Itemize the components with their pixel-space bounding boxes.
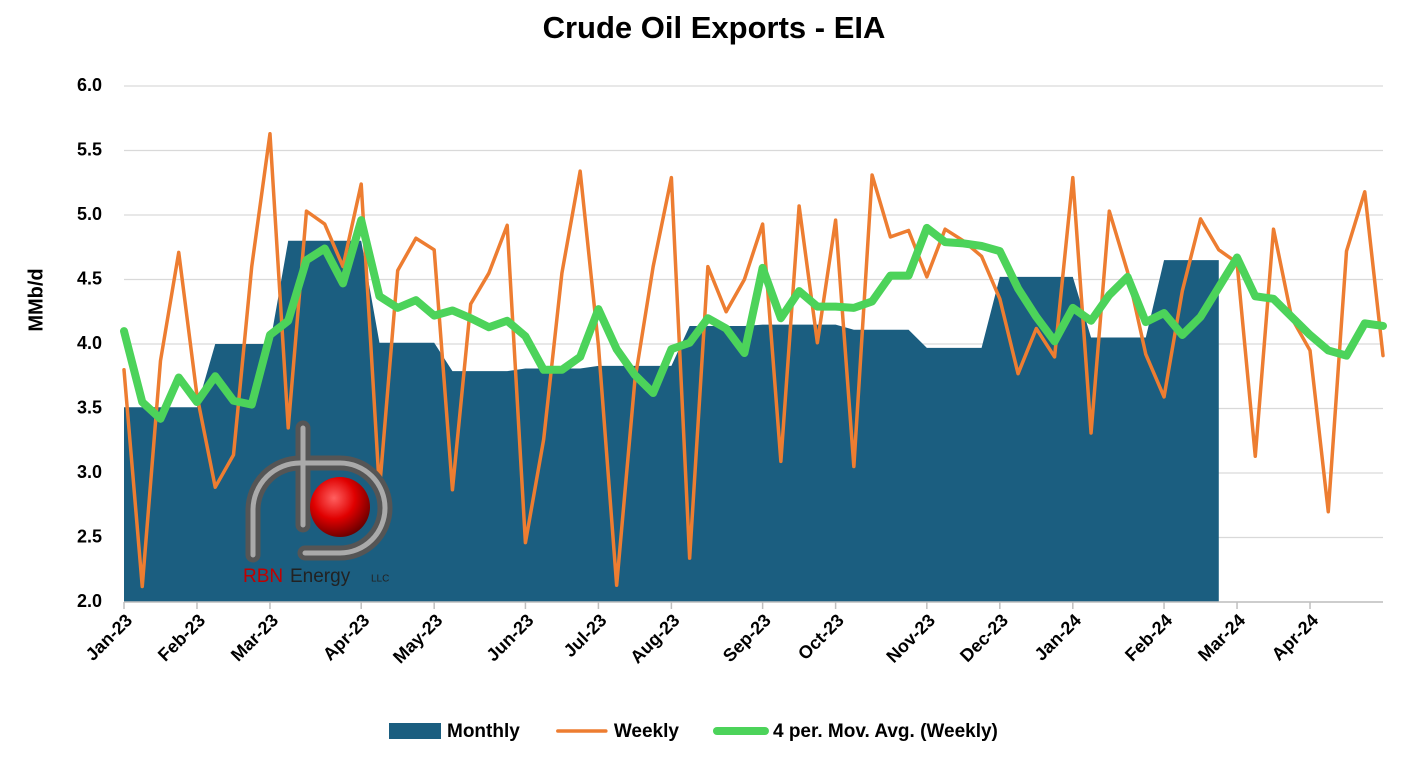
logo-ball	[310, 477, 370, 537]
y-tick-label: 2.0	[77, 591, 102, 611]
x-tick-label: Jan-23	[82, 610, 136, 664]
y-tick-label: 2.5	[77, 526, 102, 546]
logo-llc: LLC	[371, 574, 389, 585]
y-tick-label: 5.0	[77, 204, 102, 224]
y-axis-label: MMb/d	[25, 268, 47, 331]
x-tick-label: Feb-24	[1121, 610, 1176, 665]
monthly-area	[124, 240, 1219, 603]
series-line	[120, 216, 1387, 423]
y-tick-label: 3.0	[77, 462, 102, 482]
logo-energy: Energy	[290, 566, 351, 587]
logo-pipe-highlight	[250, 425, 388, 558]
y-tick-label: 3.5	[77, 397, 102, 417]
legend: Monthly Weekly 4 per. Mov. Avg. (Weekly)	[389, 721, 998, 742]
x-tick-label: Apr-23	[319, 610, 373, 664]
logo: RBN Energy LLC	[243, 420, 393, 587]
x-tick-label: Aug-23	[626, 610, 683, 667]
chart-title: Crude Oil Exports - EIA	[543, 10, 886, 45]
series-line	[122, 131, 1385, 589]
y-tick-label: 4.5	[77, 268, 102, 288]
legend-label: 4 per. Mov. Avg. (Weekly)	[773, 721, 998, 742]
legend-label: Monthly	[447, 721, 520, 742]
x-tick-label: Jan-24	[1031, 610, 1085, 664]
x-tick-label: Sep-23	[719, 610, 775, 666]
legend-swatch	[389, 723, 441, 739]
x-tick-label: Oct-23	[794, 610, 848, 664]
y-tick-label: 4.0	[77, 333, 102, 353]
x-tick-label: Mar-23	[227, 610, 282, 665]
logo-rbn: RBN	[243, 566, 283, 587]
x-tick-label: Dec-23	[956, 610, 1012, 666]
x-tick-label: Jun-23	[482, 610, 537, 665]
y-tick-label: 5.5	[77, 139, 102, 159]
y-tick-label: 6.0	[77, 75, 102, 95]
x-tick-label: Apr-24	[1268, 610, 1322, 664]
x-tick-label: Jul-23	[560, 610, 611, 661]
x-tick-label: May-23	[389, 610, 446, 667]
x-tick-label: Mar-24	[1194, 610, 1249, 665]
x-tick-label: Nov-23	[882, 610, 939, 667]
legend-label: Weekly	[614, 721, 680, 742]
x-tick-label: Feb-23	[154, 610, 209, 665]
